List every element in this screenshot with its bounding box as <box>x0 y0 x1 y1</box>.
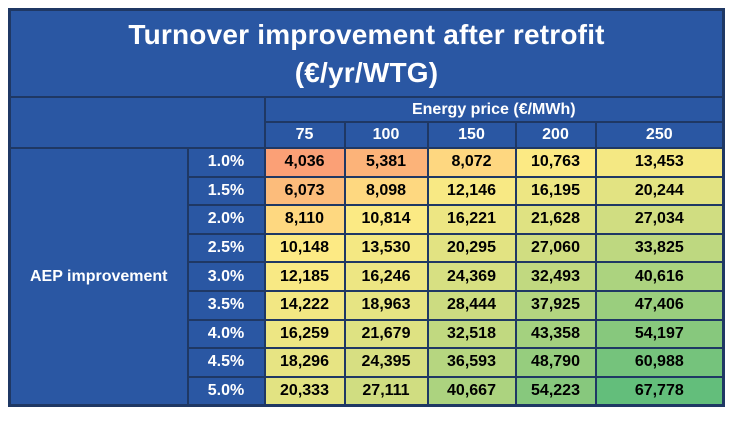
table-title-line2: (€/yr/WTG) <box>294 56 439 88</box>
value-cell: 24,369 <box>426 261 517 292</box>
row-group-header: AEP improvement <box>8 147 189 407</box>
row-header-3.0%: 3.0% <box>186 261 266 292</box>
value-cell: 16,195 <box>514 175 597 207</box>
table-row: 4.0% 16,259 21,679 32,518 43,358 54,197 <box>10 318 725 350</box>
table-row: 3.5% 14,222 18,963 28,444 37,925 47,406 <box>10 289 725 321</box>
value-cell: 18,296 <box>263 347 346 378</box>
value-cell: 6,073 <box>263 175 346 207</box>
value-cell: 10,763 <box>514 147 597 178</box>
table-row: 4.5% 18,296 24,395 36,593 48,790 60,988 <box>10 347 725 378</box>
value-cell: 37,925 <box>514 289 597 321</box>
value-cell: 47,406 <box>594 289 725 321</box>
value-cell: 18,963 <box>343 289 429 321</box>
value-cell: 32,518 <box>426 318 517 350</box>
value-cell: 27,034 <box>594 204 725 235</box>
row-header-2.0%: 2.0% <box>186 204 266 235</box>
value-cell: 8,098 <box>343 175 429 207</box>
table-row: 3.0% 12,185 16,246 24,369 32,493 40,616 <box>10 261 725 292</box>
value-cell: 20,244 <box>594 175 725 207</box>
value-cell: 60,988 <box>594 347 725 378</box>
value-cell: 54,223 <box>514 375 597 407</box>
value-cell: 13,530 <box>343 232 429 264</box>
table-row: 5.0% 20,333 27,111 40,667 54,223 67,778 <box>10 375 725 407</box>
value-cell: 43,358 <box>514 318 597 350</box>
value-cell: 12,185 <box>263 261 346 292</box>
value-cell: 40,616 <box>594 261 725 292</box>
table-title: Turnover improvement after retrofit (€/y… <box>8 8 725 98</box>
value-cell: 4,036 <box>263 147 346 178</box>
table-row: 1.5% 6,073 8,098 12,146 16,195 20,244 <box>10 175 725 207</box>
value-cell: 16,221 <box>426 204 517 235</box>
table-row: AEP improvement 1.0% 4,036 5,381 8,072 10,763… <box>8 147 725 407</box>
value-cell: 14,222 <box>263 289 346 321</box>
row-header-4.5%: 4.5% <box>186 347 266 378</box>
value-cell: 10,148 <box>263 232 346 264</box>
row-header-4.0%: 4.0% <box>186 318 266 350</box>
row-header-3.5%: 3.5% <box>186 289 266 321</box>
col-header-75: 75 <box>263 121 346 149</box>
value-cell: 36,593 <box>426 347 517 378</box>
table-title-line1: Turnover improvement after retrofit <box>128 18 605 50</box>
value-cell: 67,778 <box>594 375 725 407</box>
col-header-100: 100 <box>343 121 429 149</box>
column-headers-row: 75 100 150 200 250 <box>10 121 725 149</box>
table-row: 2.0% 8,110 10,814 16,221 21,628 27,034 <box>10 204 725 235</box>
row-header-2.5%: 2.5% <box>186 232 266 264</box>
value-cell: 8,072 <box>426 147 517 178</box>
title-row: Turnover improvement after retrofit (€/y… <box>8 8 725 98</box>
value-cell: 16,246 <box>343 261 429 292</box>
column-group-header-row: Energy price (€/MWh) <box>8 96 725 149</box>
value-cell: 12,146 <box>426 175 517 207</box>
value-cell: 21,679 <box>343 318 429 350</box>
value-cell: 20,295 <box>426 232 517 264</box>
row-header-1.5%: 1.5% <box>186 175 266 207</box>
col-header-250: 250 <box>594 121 725 149</box>
value-cell: 48,790 <box>514 347 597 378</box>
col-header-200: 200 <box>514 121 597 149</box>
value-cell: 32,493 <box>514 261 597 292</box>
table-row: 2.5% 10,148 13,530 20,295 27,060 33,825 <box>10 232 725 264</box>
row-header-5.0%: 5.0% <box>186 375 266 407</box>
row-header-1.0%: 1.0% <box>186 147 266 178</box>
energy-price-group-header: Energy price (€/MWh) <box>263 96 725 123</box>
value-cell: 5,381 <box>343 147 429 178</box>
value-cell: 8,110 <box>263 204 346 235</box>
value-cell: 16,259 <box>263 318 346 350</box>
value-cell: 27,111 <box>343 375 429 407</box>
col-header-150: 150 <box>426 121 517 149</box>
corner-blank-cell <box>8 96 266 149</box>
value-cell: 33,825 <box>594 232 725 264</box>
table-container: Turnover improvement after retrofit (€/y… <box>8 8 726 408</box>
value-cell: 21,628 <box>514 204 597 235</box>
value-cell: 40,667 <box>426 375 517 407</box>
value-cell: 28,444 <box>426 289 517 321</box>
value-cell: 24,395 <box>343 347 429 378</box>
turnover-heatmap-table: Turnover improvement after retrofit (€/y… <box>8 8 726 408</box>
value-cell: 20,333 <box>263 375 346 407</box>
value-cell: 13,453 <box>594 147 725 178</box>
value-cell: 54,197 <box>594 318 725 350</box>
value-cell: 10,814 <box>343 204 429 235</box>
value-cell: 27,060 <box>514 232 597 264</box>
